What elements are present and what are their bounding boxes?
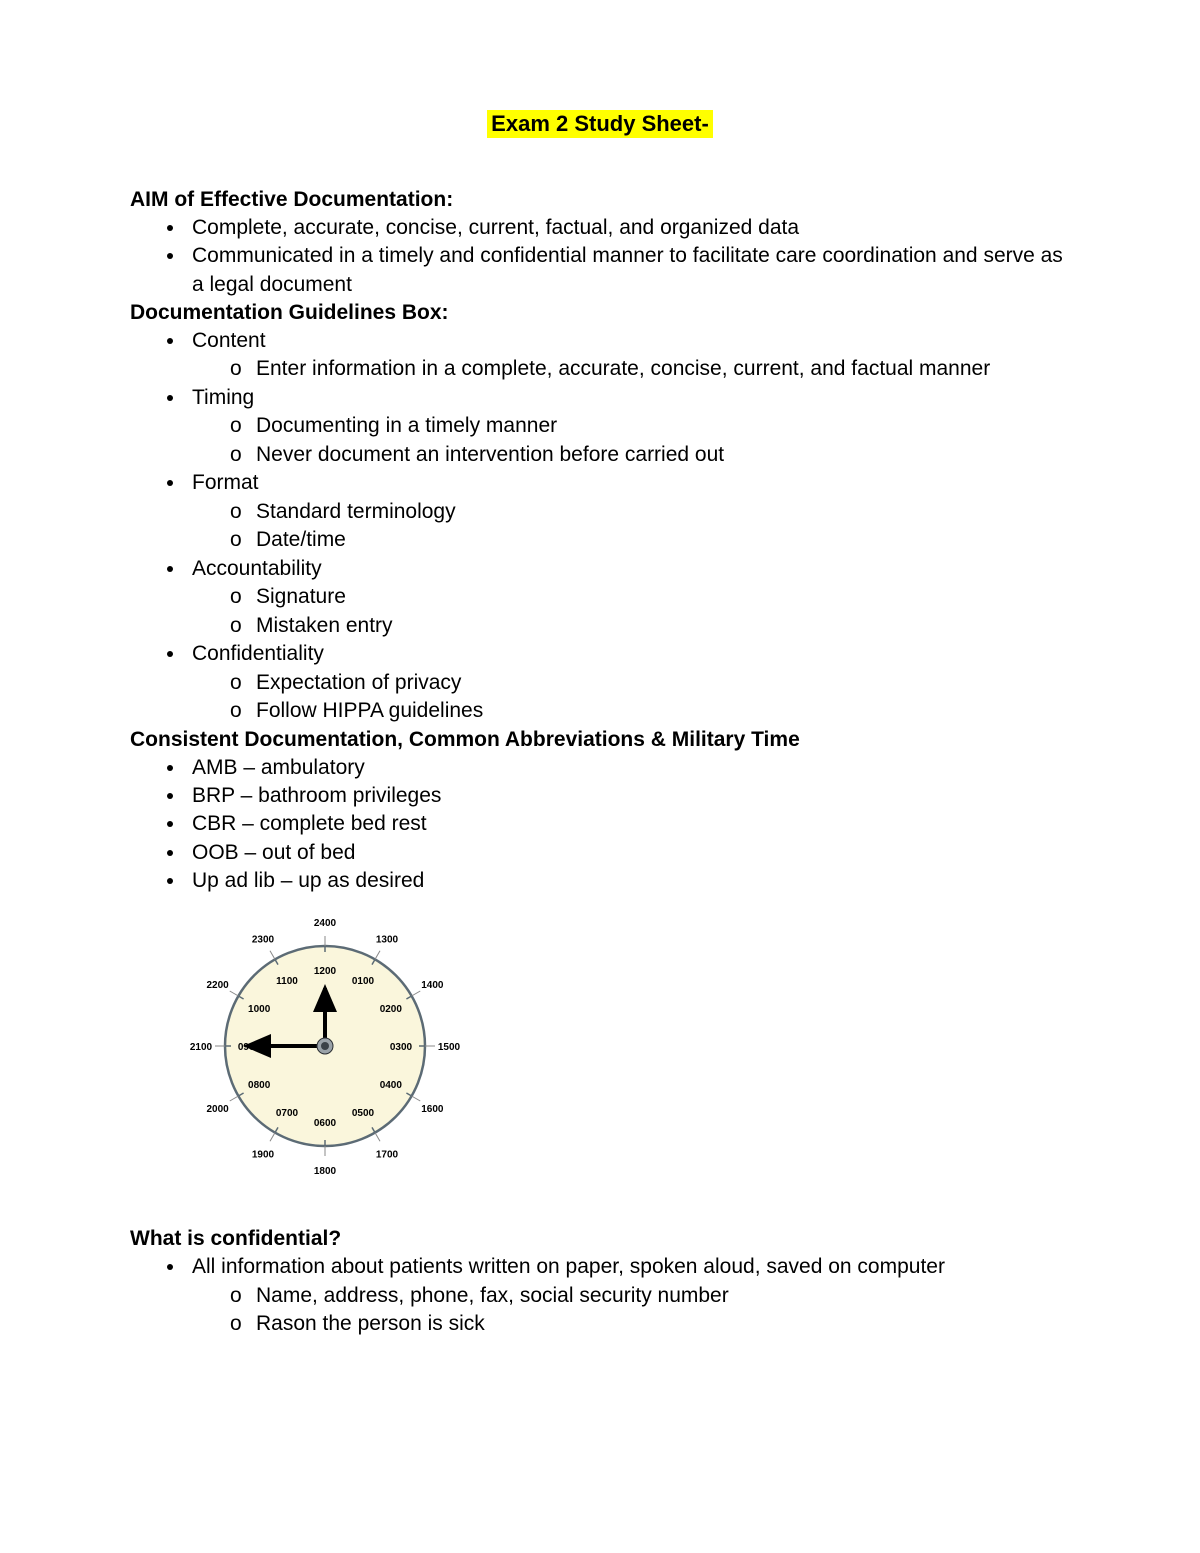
list-item: Up ad lib – up as desired: [186, 867, 1070, 895]
clock-svg: 1200 2400 0100 1300 0200 1400 0300 1500 0400 1600…: [180, 901, 470, 1191]
list-item: Confidentiality Expectation of privacy F…: [186, 640, 1070, 725]
list-item: Communicated in a timely and confidentia…: [186, 242, 1070, 299]
svg-text:2100: 2100: [190, 1042, 213, 1053]
item-label: Accountability: [192, 557, 322, 580]
svg-text:2400: 2400: [314, 918, 337, 929]
section-heading-guidelines: Documentation Guidelines Box:: [130, 301, 1070, 325]
section-heading-confidential: What is confidential?: [130, 1227, 1070, 1251]
sub-item: Name, address, phone, fax, social securi…: [230, 1282, 1070, 1311]
sub-item: Mistaken entry: [230, 612, 1070, 641]
item-label: All information about patients written o…: [192, 1255, 945, 1278]
section-heading-aim: AIM of Effective Documentation:: [130, 188, 1070, 212]
list-item: CBR – complete bed rest: [186, 810, 1070, 838]
svg-text:1400: 1400: [421, 980, 444, 991]
list-item: Accountability Signature Mistaken entry: [186, 555, 1070, 640]
svg-text:0800: 0800: [248, 1080, 271, 1091]
svg-text:1000: 1000: [248, 1004, 271, 1015]
guidelines-list: Content Enter information in a complete,…: [130, 327, 1070, 726]
sublist: Enter information in a complete, accurat…: [192, 355, 1070, 384]
svg-text:1100: 1100: [276, 977, 298, 988]
sublist: Name, address, phone, fax, social securi…: [192, 1282, 1070, 1339]
svg-text:1200: 1200: [314, 966, 337, 977]
aim-list: Complete, accurate, concise, current, fa…: [130, 214, 1070, 299]
sub-item: Documenting in a timely manner: [230, 412, 1070, 441]
abbrev-list: AMB – ambulatory BRP – bathroom privileg…: [130, 754, 1070, 896]
svg-text:0600: 0600: [314, 1118, 337, 1129]
sublist: Documenting in a timely manner Never doc…: [192, 412, 1070, 469]
item-label: Timing: [192, 386, 254, 409]
page-title: Exam 2 Study Sheet-: [487, 110, 713, 138]
title-container: Exam 2 Study Sheet-: [130, 110, 1070, 138]
document-page: Exam 2 Study Sheet- AIM of Effective Doc…: [0, 0, 1200, 1553]
sub-item: Rason the person is sick: [230, 1310, 1070, 1339]
svg-text:1700: 1700: [376, 1150, 399, 1161]
sub-item: Never document an intervention before ca…: [230, 441, 1070, 470]
svg-text:1500: 1500: [438, 1042, 461, 1053]
svg-text:0500: 0500: [352, 1108, 375, 1119]
item-label: Confidentiality: [192, 642, 324, 665]
item-label: Content: [192, 329, 266, 352]
confidential-list: All information about patients written o…: [130, 1253, 1070, 1338]
list-item: BRP – bathroom privileges: [186, 782, 1070, 810]
sublist: Expectation of privacy Follow HIPPA guid…: [192, 669, 1070, 726]
svg-text:2200: 2200: [206, 980, 229, 991]
svg-text:1600: 1600: [421, 1104, 444, 1115]
sub-item: Standard terminology: [230, 498, 1070, 527]
sub-item: Signature: [230, 583, 1070, 612]
svg-text:1300: 1300: [376, 935, 399, 946]
list-item: AMB – ambulatory: [186, 754, 1070, 782]
list-item: Content Enter information in a complete,…: [186, 327, 1070, 384]
list-item: Timing Documenting in a timely manner Ne…: [186, 384, 1070, 469]
list-item: Complete, accurate, concise, current, fa…: [186, 214, 1070, 242]
svg-text:0300: 0300: [390, 1042, 413, 1053]
item-label: Format: [192, 471, 259, 494]
sub-item: Follow HIPPA guidelines: [230, 697, 1070, 726]
svg-text:0400: 0400: [380, 1080, 403, 1091]
section-heading-abbrev: Consistent Documentation, Common Abbrevi…: [130, 728, 1070, 752]
svg-text:1800: 1800: [314, 1166, 337, 1177]
svg-text:2000: 2000: [206, 1104, 229, 1115]
svg-text:0100: 0100: [352, 977, 375, 988]
svg-text:0200: 0200: [380, 1004, 403, 1015]
svg-text:1900: 1900: [252, 1150, 275, 1161]
list-item: All information about patients written o…: [186, 1253, 1070, 1338]
svg-text:0700: 0700: [276, 1108, 299, 1119]
sub-item: Expectation of privacy: [230, 669, 1070, 698]
military-clock-diagram: 1200 2400 0100 1300 0200 1400 0300 1500 0400 1600…: [180, 901, 1070, 1191]
sublist: Standard terminology Date/time: [192, 498, 1070, 555]
sub-item: Date/time: [230, 526, 1070, 555]
svg-text:2300: 2300: [252, 935, 275, 946]
sub-item: Enter information in a complete, accurat…: [230, 355, 1070, 384]
list-item: OOB – out of bed: [186, 839, 1070, 867]
list-item: Format Standard terminology Date/time: [186, 469, 1070, 554]
sublist: Signature Mistaken entry: [192, 583, 1070, 640]
